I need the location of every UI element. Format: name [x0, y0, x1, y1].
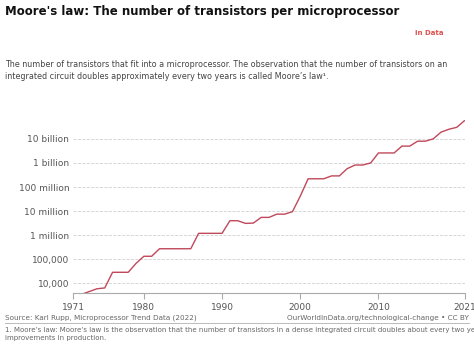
Text: in Data: in Data — [415, 30, 444, 36]
Text: Our World: Our World — [409, 13, 449, 19]
Text: Source: Karl Rupp, Microprocessor Trend Data (2022): Source: Karl Rupp, Microprocessor Trend … — [5, 315, 196, 321]
Text: Moore's law: The number of transistors per microprocessor: Moore's law: The number of transistors p… — [5, 5, 399, 19]
Text: The number of transistors that fit into a microprocessor. The observation that t: The number of transistors that fit into … — [5, 60, 447, 81]
Text: OurWorldInData.org/technological-change • CC BY: OurWorldInData.org/technological-change … — [287, 315, 469, 321]
Text: 1. Moore’s law: Moore’s law is the observation that the number of transistors in: 1. Moore’s law: Moore’s law is the obser… — [5, 327, 474, 340]
